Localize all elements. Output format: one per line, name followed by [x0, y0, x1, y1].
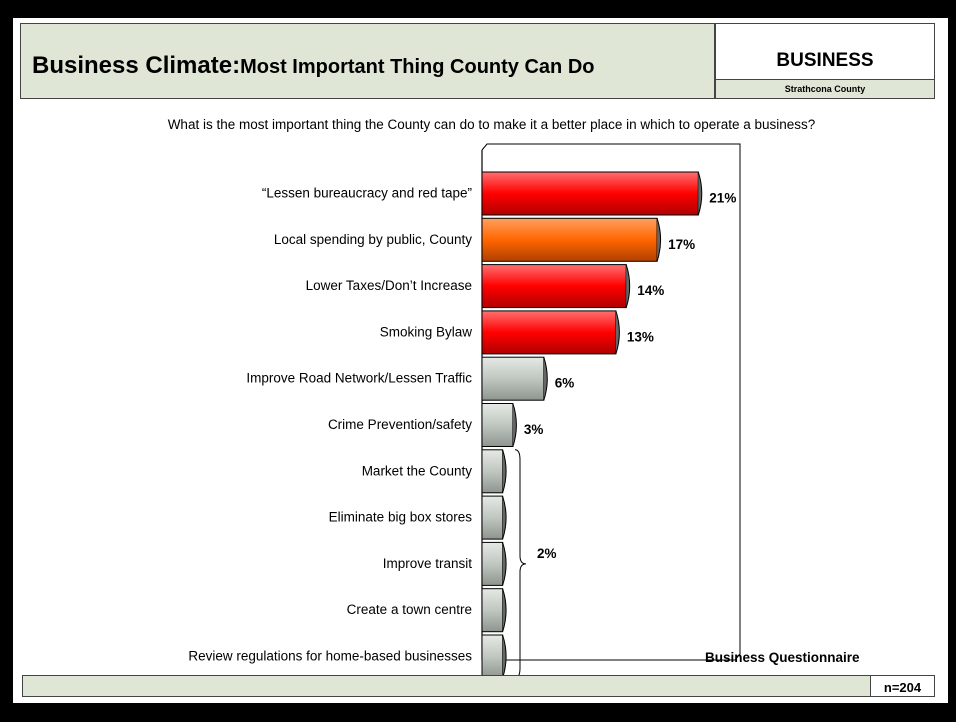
category-label: Improve transit	[383, 556, 473, 571]
footer-bar	[22, 675, 935, 697]
bar	[482, 450, 503, 493]
category-label: Smoking Bylaw	[380, 324, 473, 339]
bar-end-cap	[503, 542, 507, 585]
bar	[482, 635, 503, 678]
data-label: 14%	[637, 283, 664, 298]
data-label: 13%	[627, 329, 654, 344]
bar-end-cap	[503, 450, 507, 493]
bar-end-cap	[657, 218, 661, 261]
bar-end-cap	[503, 589, 507, 632]
bar	[482, 542, 503, 585]
group-data-label: 2%	[537, 546, 557, 561]
bar-end-cap	[513, 404, 517, 447]
category-label: Lower Taxes/Don’t Increase	[306, 278, 472, 293]
bar	[482, 357, 544, 400]
category-label: Eliminate big box stores	[329, 510, 473, 525]
category-label: Improve Road Network/Lessen Traffic	[246, 371, 472, 386]
bar	[482, 218, 657, 261]
data-label: 6%	[555, 376, 575, 391]
data-label: 3%	[524, 422, 544, 437]
data-label: 21%	[709, 191, 736, 206]
category-label: Market the County	[362, 463, 473, 478]
category-label: Crime Prevention/safety	[328, 417, 472, 432]
bar	[482, 172, 698, 215]
bar	[482, 589, 503, 632]
category-label: “Lessen bureaucracy and red tape”	[262, 186, 472, 201]
bar-end-cap	[544, 357, 548, 400]
bar-end-cap	[503, 496, 507, 539]
category-label: Local spending by public, County	[274, 232, 472, 247]
bar-end-cap	[503, 635, 507, 678]
bar	[482, 265, 626, 308]
bar-end-cap	[698, 172, 702, 215]
bar-end-cap	[616, 311, 620, 354]
bar	[482, 496, 503, 539]
bar	[482, 311, 616, 354]
source-label: Business Questionnaire	[705, 650, 860, 665]
group-brace	[515, 450, 526, 678]
category-label: Review regulations for home-based busine…	[188, 649, 472, 664]
sample-size-label: n=204	[870, 680, 935, 695]
bar	[482, 404, 513, 447]
category-label: Create a town centre	[347, 602, 472, 617]
data-label: 17%	[668, 237, 695, 252]
bar-end-cap	[626, 265, 630, 308]
